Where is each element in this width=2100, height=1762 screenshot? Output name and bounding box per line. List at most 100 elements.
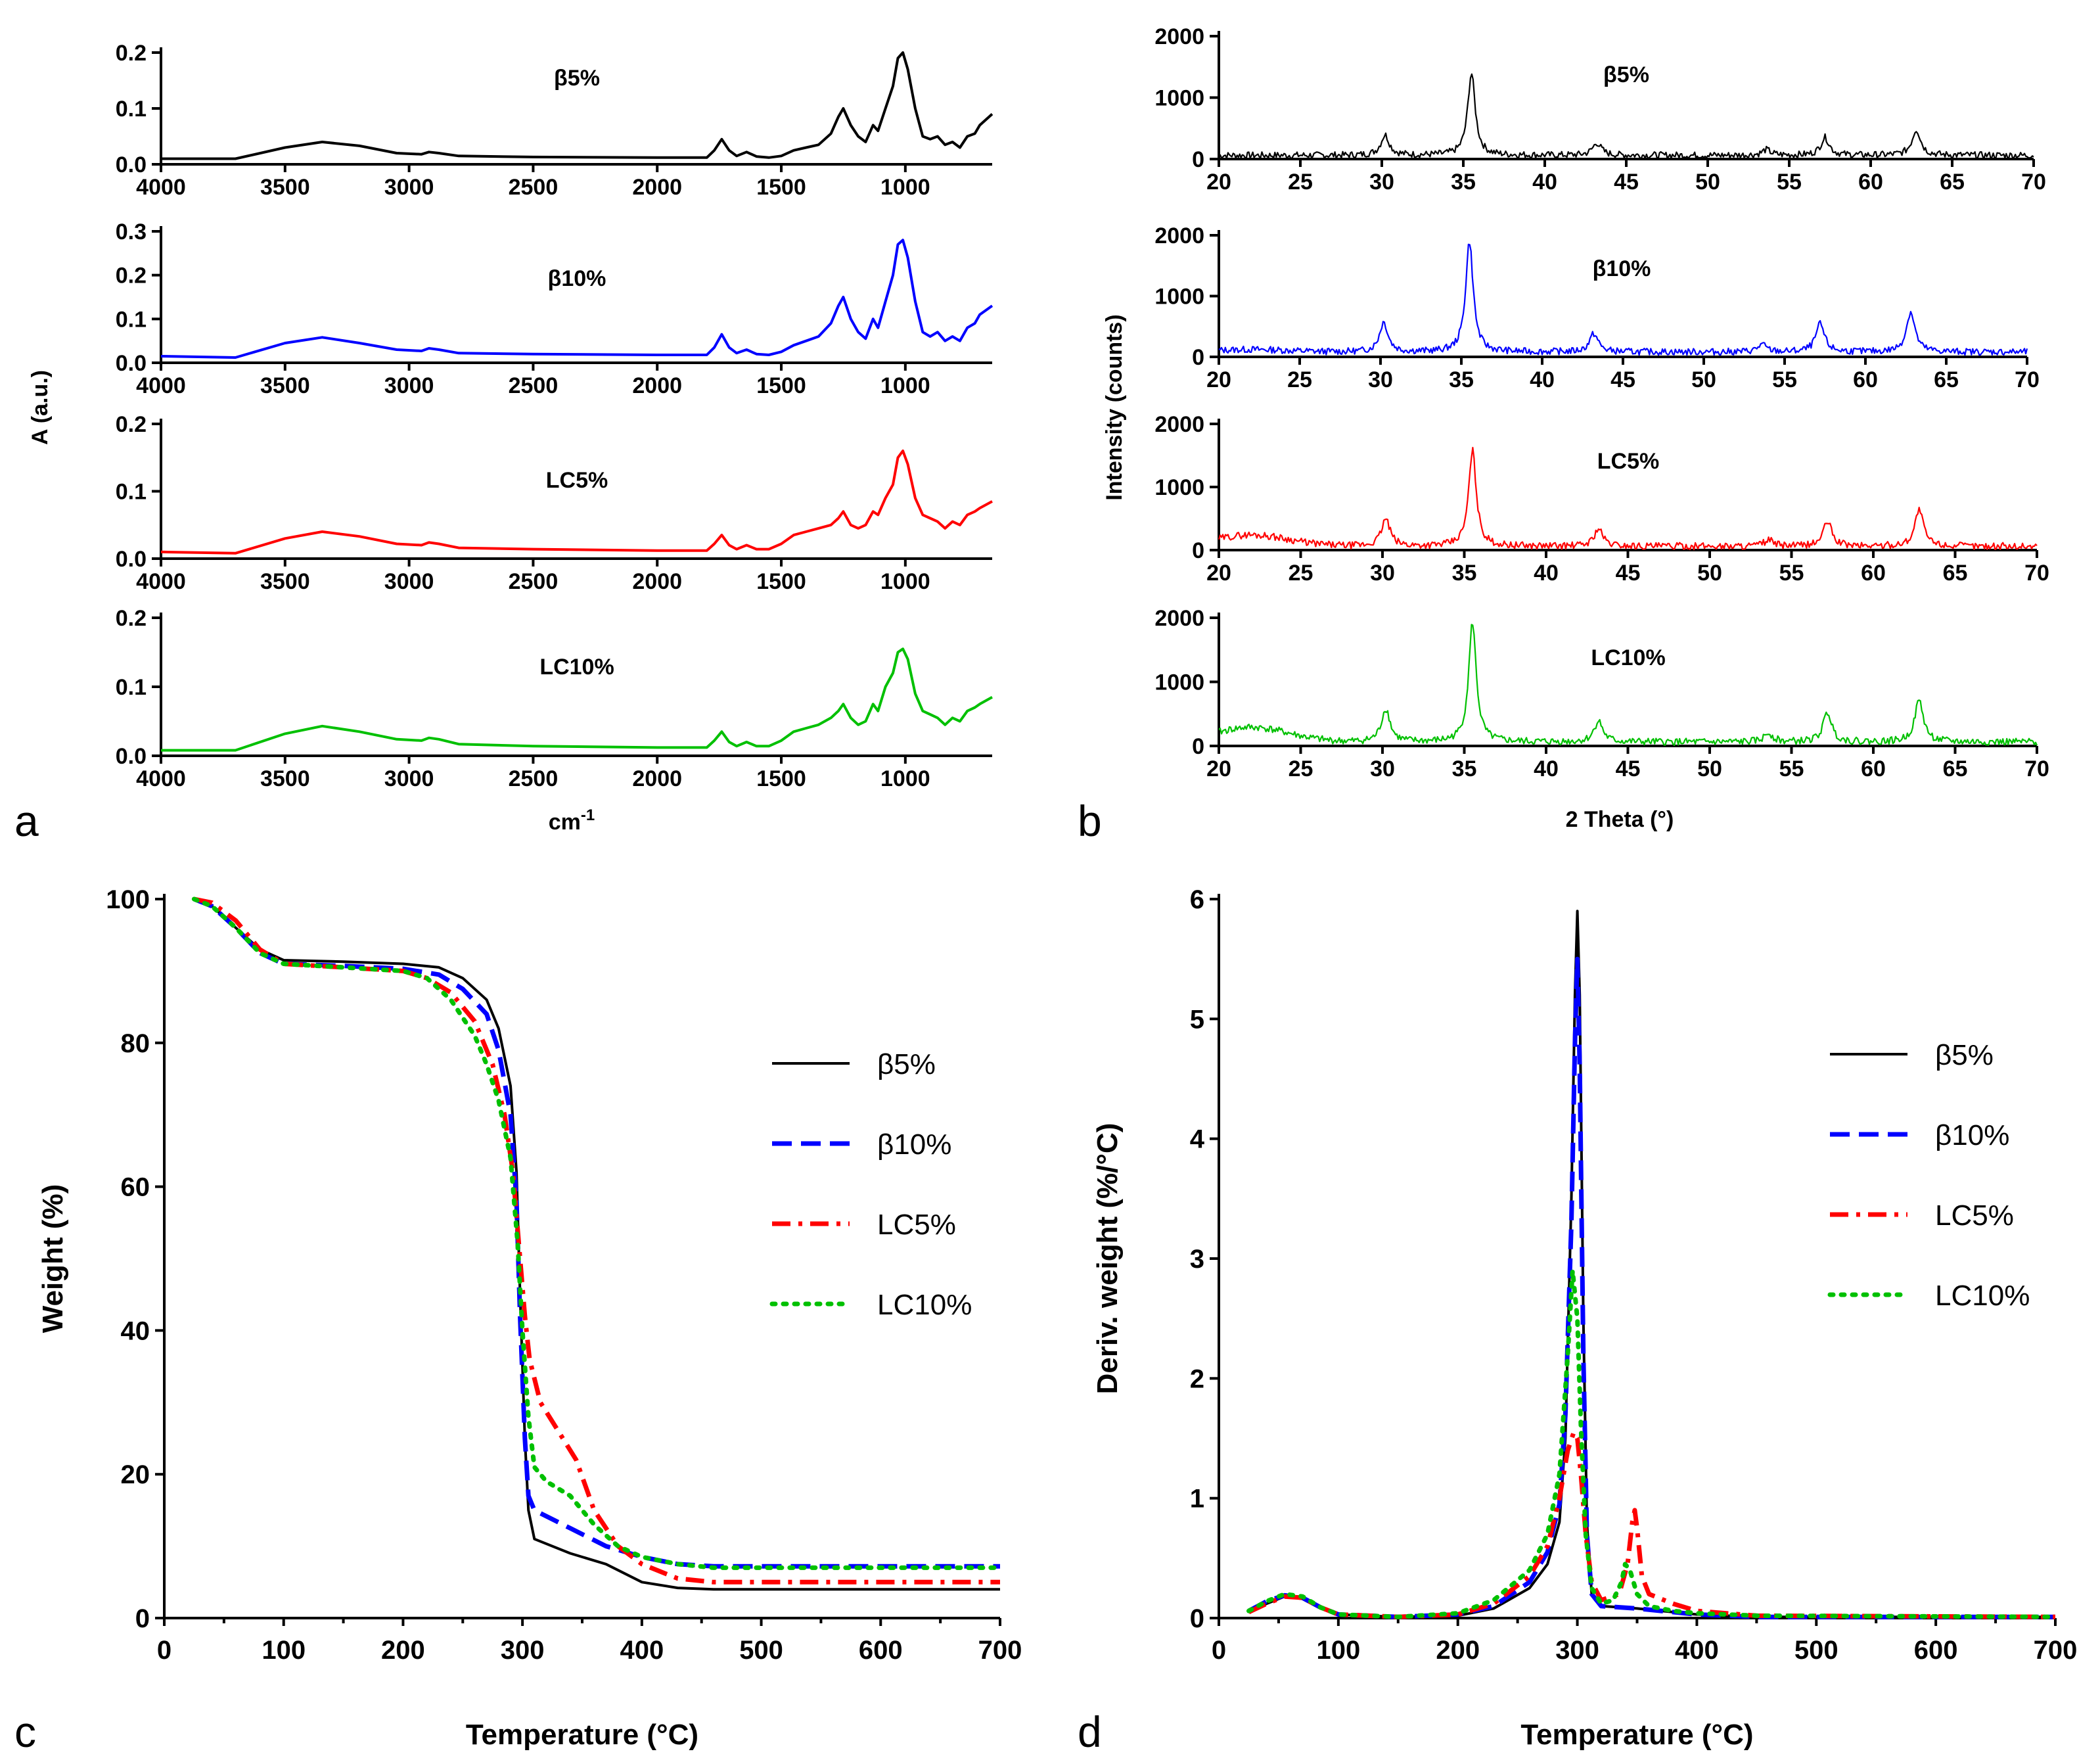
xrd-x-tick-label: 25 xyxy=(1287,367,1312,392)
ftir-x-tick-label: 3500 xyxy=(260,373,310,398)
ftir-x-tick-label: 2000 xyxy=(632,766,682,791)
ftir-y-tick-label: 0.0 xyxy=(116,351,147,376)
ftir-y-tick-label: 0.2 xyxy=(116,606,147,631)
xrd-x-tick-label: 40 xyxy=(1532,170,1557,195)
xrd-x-tick-label: 35 xyxy=(1452,561,1477,586)
ftir-y-tick-label: 0.2 xyxy=(116,41,147,66)
xrd-x-tick-label: 60 xyxy=(1861,561,1886,586)
ftir-x-tick-label: 3500 xyxy=(260,569,310,594)
ftir-x-tick-label: 2500 xyxy=(509,175,559,200)
ftir-y-tick-label: 0.2 xyxy=(116,412,147,437)
ftir-x-tick-label: 3000 xyxy=(384,569,434,594)
xrd-y-tick-label: 1000 xyxy=(1154,86,1204,111)
panel-letter-d: d xyxy=(1078,1707,1102,1756)
xrd-series-line xyxy=(1218,243,2028,356)
xrd-y-tick-label: 0 xyxy=(1192,147,1204,172)
tga-series-line xyxy=(193,898,1000,1591)
tga-x-tick-label: 700 xyxy=(978,1636,1022,1665)
dtg-x-tick-label: 200 xyxy=(1436,1636,1480,1665)
xrd-x-tick-label: 50 xyxy=(1695,170,1720,195)
xrd-x-tick-label: 70 xyxy=(2024,561,2049,586)
xrd-x-tick-label: 55 xyxy=(1777,170,1802,195)
ftir-y-tick-label: 0.1 xyxy=(116,480,147,505)
xrd-y-tick-label: 2000 xyxy=(1154,606,1204,631)
tga-legend-label: LC5% xyxy=(877,1209,956,1241)
ftir-series-line xyxy=(160,450,993,555)
ftir-sample-label: LC10% xyxy=(539,655,614,680)
xrd-sample-label: β5% xyxy=(1603,62,1649,87)
xrd-x-tick-label: 35 xyxy=(1452,756,1477,781)
xrd-series-line xyxy=(1218,624,2038,746)
dtg-legend-label: LC5% xyxy=(1935,1199,2014,1232)
xrd-x-tick-label: 20 xyxy=(1206,756,1231,781)
tga-y-tick-label: 40 xyxy=(121,1316,150,1345)
xrd-x-tick-label: 60 xyxy=(1858,170,1883,195)
dtg-series-line xyxy=(1246,1268,2058,1619)
panel-letter-a: a xyxy=(14,797,39,845)
dtg-legend-label: β5% xyxy=(1935,1039,1994,1071)
ftir-x-tick-label: 4000 xyxy=(136,766,186,791)
tga-legend-label: β5% xyxy=(877,1048,936,1080)
dtg-x-tick-label: 100 xyxy=(1316,1636,1360,1665)
xrd-x-tick-label: 65 xyxy=(1940,170,1965,195)
tga-x-tick-label: 300 xyxy=(501,1636,545,1665)
ftir-x-tick-label: 4000 xyxy=(136,373,186,398)
xrd-y-tick-label: 1000 xyxy=(1154,670,1204,695)
xrd-x-tick-label: 45 xyxy=(1616,561,1641,586)
dtg-x-tick-label: 0 xyxy=(1212,1636,1226,1665)
xrd-sample-label: LC5% xyxy=(1597,449,1659,474)
dtg-legend-label: β10% xyxy=(1935,1119,2009,1151)
dtg-x-tick-label: 600 xyxy=(1914,1636,1958,1665)
dtg-x-tick-label: 500 xyxy=(1794,1636,1838,1665)
panel-letter-c: c xyxy=(14,1707,36,1756)
ftir-y-tick-label: 0.0 xyxy=(116,152,147,177)
tga-series-line xyxy=(191,896,1003,1570)
xrd-y-tick-label: 1000 xyxy=(1154,285,1204,310)
xrd-sample-label: LC10% xyxy=(1591,645,1665,670)
dtg-y-tick-label: 5 xyxy=(1190,1005,1204,1034)
ftir-x-tick-label: 1500 xyxy=(756,373,806,398)
xrd-x-tick-label: 35 xyxy=(1449,367,1474,392)
xrd-x-tick-label: 45 xyxy=(1616,756,1641,781)
dtg-series-line xyxy=(1247,956,2055,1619)
ftir-x-tick-label: 2000 xyxy=(632,175,682,200)
dtg-legend-label: LC10% xyxy=(1935,1280,2030,1312)
tga-y-tick-label: 0 xyxy=(135,1604,150,1633)
ftir-x-axis-title-superscript: -1 xyxy=(581,806,595,824)
ftir-x-tick-label: 1000 xyxy=(880,766,930,791)
xrd-x-tick-label: 30 xyxy=(1368,367,1393,392)
xrd-x-tick-label: 30 xyxy=(1370,756,1395,781)
ftir-x-tick-label: 1000 xyxy=(880,175,930,200)
panel-d: 0 100 200 300 400 500 600 700 0 1 2 3 4 5 6 β5% β10% LC5%… xyxy=(1091,885,2077,1751)
ftir-x-tick-label: 1500 xyxy=(756,569,806,594)
ftir-y-tick-label: 0.0 xyxy=(116,547,147,572)
xrd-x-tick-label: 55 xyxy=(1779,561,1804,586)
xrd-x-tick-label: 50 xyxy=(1697,561,1722,586)
xrd-x-tick-label: 40 xyxy=(1534,756,1559,781)
dtg-y-tick-label: 4 xyxy=(1190,1125,1205,1154)
ftir-sample-label: β10% xyxy=(548,266,606,291)
dtg-y-tick-label: 2 xyxy=(1190,1364,1204,1393)
ftir-y-tick-label: 0.2 xyxy=(116,264,147,289)
xrd-y-tick-label: 0 xyxy=(1192,538,1204,563)
xrd-sample-label: β10% xyxy=(1593,256,1651,281)
xrd-y-axis-title: Intensity (counts) xyxy=(1102,314,1127,500)
xrd-x-tick-label: 50 xyxy=(1697,756,1722,781)
tga-x-tick-label: 500 xyxy=(739,1636,783,1665)
xrd-x-tick-label: 30 xyxy=(1369,170,1394,195)
xrd-x-tick-label: 20 xyxy=(1206,170,1231,195)
dtg-series-line xyxy=(1248,1429,2056,1619)
panel-a: 4000 3500 3000 2500 2000 1500 1000 0.0 0.1 0.2 β5%… xyxy=(28,41,993,835)
xrd-x-tick-label: 40 xyxy=(1530,367,1555,392)
tga-y-tick-label: 100 xyxy=(106,885,150,914)
dtg-series-line xyxy=(1248,910,2055,1619)
tga-x-tick-label: 400 xyxy=(620,1636,664,1665)
panel-letter-b: b xyxy=(1078,797,1102,845)
ftir-x-tick-label: 1500 xyxy=(756,175,806,200)
xrd-x-tick-label: 55 xyxy=(1779,756,1804,781)
panel-c: 0 100 200 300 400 500 600 700 0 20 40 60 80 100 β5% β10… xyxy=(37,885,1022,1751)
ftir-x-tick-label: 1500 xyxy=(756,766,806,791)
xrd-x-tick-label: 70 xyxy=(2024,756,2049,781)
ftir-x-tick-label: 2000 xyxy=(632,373,682,398)
